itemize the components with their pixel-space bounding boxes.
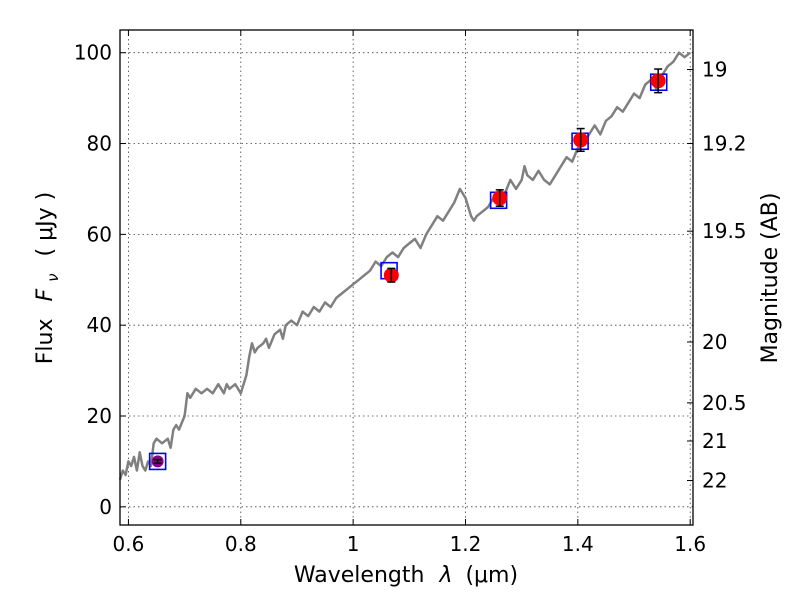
right-tick-label: 21 xyxy=(702,429,727,453)
x-tick-label: 0.6 xyxy=(113,532,145,556)
plot-frame xyxy=(119,29,694,526)
y-axis-label-symbol: F xyxy=(33,288,58,301)
x-axis-label: Wavelength λ (μm) xyxy=(294,563,518,588)
x-tick-label: 0.8 xyxy=(225,532,257,556)
y-axis-label-units: ( μJy ) xyxy=(33,192,58,257)
x-axis-label-prefix: Wavelength xyxy=(294,563,425,588)
y-axis-label-prefix: Flux xyxy=(33,318,58,364)
x-axis-label-symbol: λ xyxy=(438,563,452,588)
x-axis-label-units: (μm) xyxy=(465,563,518,588)
y-tick-label: 100 xyxy=(74,41,112,65)
right-axis-label: Magnitude (AB) xyxy=(758,193,783,364)
y-tick-label: 0 xyxy=(99,495,112,519)
right-tick-label: 19 xyxy=(702,58,727,82)
observed-photometry-layer xyxy=(151,68,666,468)
spectrum-line xyxy=(118,51,691,480)
x-tick-label: 1 xyxy=(347,532,360,556)
x-tick-label: 1.6 xyxy=(674,532,706,556)
right-tick-label: 20.5 xyxy=(702,391,747,415)
model-square xyxy=(148,452,167,471)
right-tick-label: 22 xyxy=(702,468,727,492)
y-axis-label: Flux F ν ( μJy ) xyxy=(33,192,64,364)
right-tick-label: 19.5 xyxy=(702,219,747,243)
y-axis-label-subscript: ν xyxy=(44,273,62,281)
right-tick-label: 20 xyxy=(702,330,727,354)
grid-lines xyxy=(120,30,693,525)
x-tick-label: 1.2 xyxy=(450,532,482,556)
y-tick-label: 60 xyxy=(87,222,112,246)
x-tick-label: 1.4 xyxy=(562,532,594,556)
y-tick-label: 40 xyxy=(87,313,112,337)
y-tick-label: 20 xyxy=(87,404,112,428)
y-tick-label: 80 xyxy=(87,132,112,156)
right-tick-label: 19.2 xyxy=(702,132,747,156)
ticks-layer: 0.6 0.8 1 1.2 1.4 1.6 0 20 40 60 80 100 19 19.2 19.5 20… xyxy=(74,30,747,556)
spectrum-layer xyxy=(118,51,691,480)
